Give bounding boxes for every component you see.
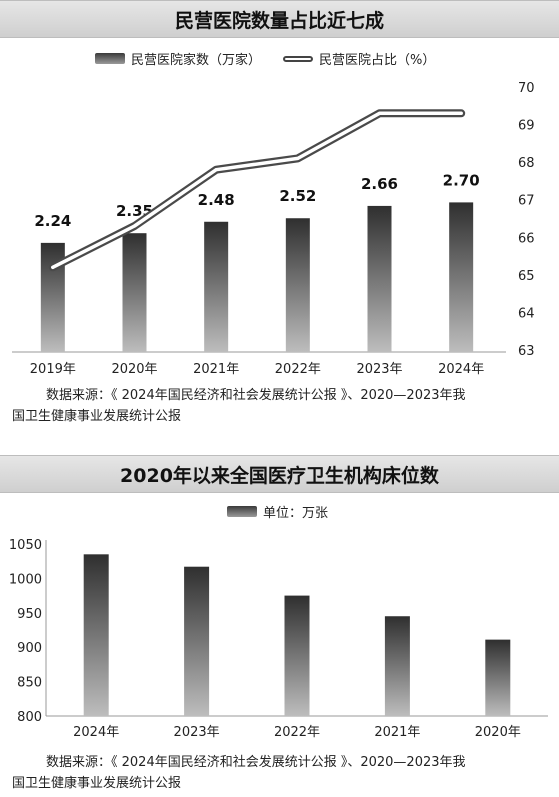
source-line: 国卫生健康事业发展统计公报: [12, 409, 182, 424]
source-line: 国卫生健康事业发展统计公报: [12, 776, 182, 791]
series-point: [378, 111, 381, 115]
legend-bar-swatch: [227, 506, 257, 517]
chart-panel-hospital-beds: 2020年以来全国医疗卫生机构床位数 单位：万张 800 850 900 950 100…: [0, 455, 559, 797]
chart-panel-private-hospitals: 民营医院数量占比近七成 民营医院家数（万家） 民营医院占比（%） 2.24 201…: [0, 0, 559, 427]
bar: [122, 233, 147, 352]
legend-line-swatch: [283, 55, 314, 62]
y-tick-label: 950: [17, 607, 42, 622]
bar: [285, 218, 310, 352]
bar-value-label: 2.70: [443, 171, 480, 189]
chart-title: 2020年以来全国医疗卫生机构床位数: [0, 455, 559, 493]
series-point: [51, 265, 55, 269]
series-point: [459, 111, 463, 115]
bar-value-label: 2.24: [34, 212, 71, 230]
y2-tick-label: 67: [518, 194, 535, 209]
x-tick-label: 2021年: [374, 725, 420, 740]
y2-tick-label: 65: [518, 269, 535, 284]
y-tick-label: 1050: [9, 538, 42, 553]
legend-label: 民营医院占比（%）: [319, 53, 436, 68]
y2-tick-label: 64: [518, 306, 535, 321]
legend-bar-swatch: [95, 53, 125, 64]
series-point: [296, 156, 300, 160]
series-line-outline: [48, 109, 466, 272]
y2-tick-label: 68: [518, 156, 535, 171]
bar: [485, 639, 511, 716]
x-tick-label: 2021年: [193, 362, 239, 377]
legend-label: 单位：万张: [263, 506, 329, 521]
x-tick-label: 2019年: [30, 362, 76, 377]
bar-value-label: 2.52: [279, 187, 316, 205]
y-tick-label: 1000: [9, 572, 42, 587]
legend-item-bars: 民营医院家数（万家）: [95, 49, 261, 68]
y2-tick-label: 69: [518, 119, 535, 134]
series-point: [133, 224, 136, 228]
series-line: [51, 111, 463, 270]
y-tick-label: 850: [17, 676, 42, 691]
y2-tick-label: 66: [518, 231, 535, 246]
chart-plot-area: 2.242019年2.352020年2.482021年2.522022年2.66…: [12, 81, 535, 377]
source-line: 数据来源：《 2024年国民经济和社会发展统计公报 》、2020—2023年我: [46, 755, 466, 770]
bar: [284, 595, 310, 716]
source-line: 数据来源：《 2024年国民经济和社会发展统计公报 》、2020—2023年我: [46, 388, 466, 403]
bar-value-label: 2.66: [361, 175, 398, 193]
legend-item-line: 民营医院占比（%）: [283, 49, 435, 68]
x-tick-label: 2024年: [438, 362, 484, 377]
bar: [384, 616, 410, 716]
x-tick-label: 2022年: [274, 725, 320, 740]
y2-tick-label: 63: [518, 344, 535, 359]
bar: [204, 221, 229, 352]
x-tick-label: 2024年: [73, 725, 119, 740]
chart-legend: 单位：万张: [227, 502, 350, 521]
y-tick-label: 900: [17, 641, 42, 656]
chart-legend: 民营医院家数（万家） 民营医院占比（%）: [95, 49, 457, 68]
source-note: 数据来源：《 2024年国民经济和社会发展统计公报 》、2020—2023年我 …: [12, 752, 552, 794]
legend-item-bars: 单位：万张: [227, 502, 328, 521]
bar: [449, 202, 474, 352]
series-point: [214, 168, 218, 172]
x-tick-label: 2023年: [356, 362, 402, 377]
chart-title: 民营医院数量占比近七成: [0, 0, 559, 38]
bar: [83, 554, 109, 716]
source-note: 数据来源：《 2024年国民经济和社会发展统计公报 》、2020—2023年我 …: [12, 385, 552, 427]
x-tick-label: 2020年: [475, 725, 521, 740]
legend-label: 民营医院家数（万家）: [131, 53, 262, 68]
x-tick-label: 2020年: [111, 362, 157, 377]
bar: [184, 566, 210, 716]
y2-tick-label: 70: [518, 81, 535, 96]
bar: [367, 205, 392, 352]
x-tick-label: 2023年: [174, 725, 220, 740]
chart-plot-area: 800 850 900 950 1000 1050 2024年 2023年 2022年 2021年…: [9, 538, 548, 740]
y-tick-label: 800: [17, 710, 42, 725]
x-tick-label: 2022年: [275, 362, 321, 377]
bar: [40, 242, 65, 352]
bar-value-label: 2.48: [198, 191, 235, 209]
